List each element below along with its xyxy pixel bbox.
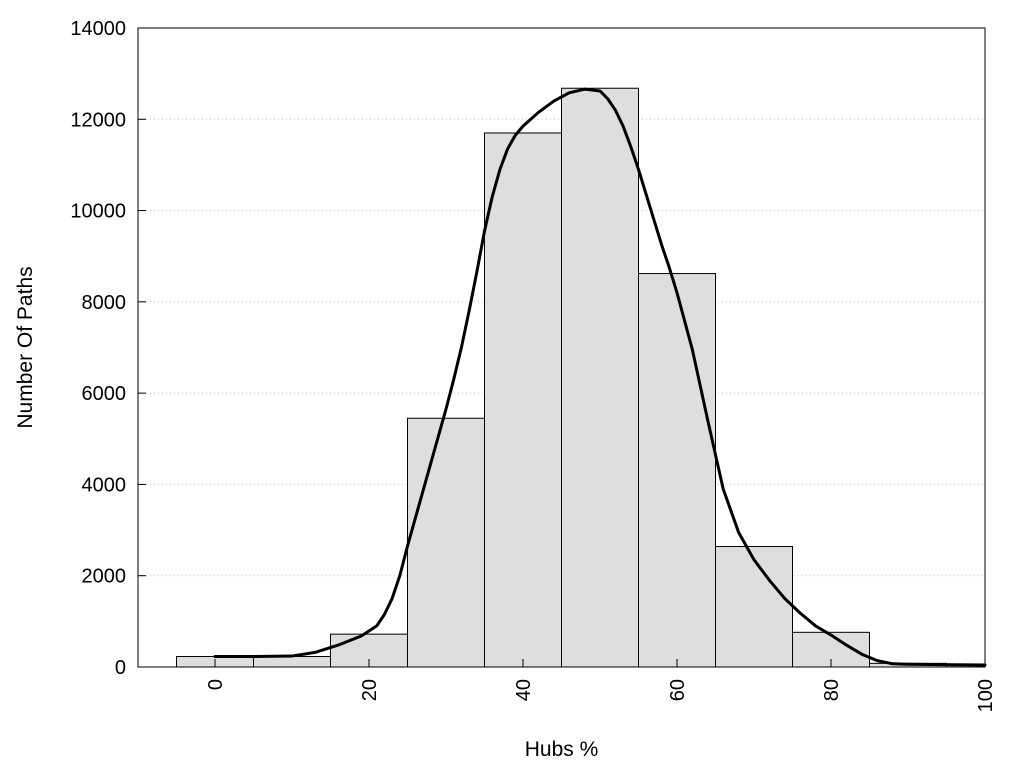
histogram-bar	[715, 546, 793, 668]
y-tick-label: 8000	[82, 292, 127, 314]
y-axis-title: Number Of Paths	[14, 266, 37, 428]
histogram-bars	[176, 87, 947, 668]
y-tick-label: 6000	[82, 383, 127, 405]
y-tick-label: 0	[115, 657, 126, 679]
plot-frame	[137, 27, 986, 668]
histogram-bar	[561, 87, 639, 668]
density-curve	[213, 87, 987, 667]
y-tick-label: 10000	[70, 201, 126, 223]
histogram-bar	[638, 273, 716, 668]
histogram-bar	[484, 132, 562, 668]
y-axis-ticks: 0 2000 4000 6000 8000 10000 12000 14000	[70, 18, 146, 679]
x-tick-label: 0	[205, 679, 227, 690]
histogram-bar	[407, 417, 485, 668]
x-tick-label: 80	[821, 679, 843, 701]
x-tick-label: 100	[975, 679, 997, 712]
x-tick-label: 60	[667, 679, 689, 701]
x-tick-label: 20	[359, 679, 381, 701]
x-tick-label: 40	[513, 679, 535, 701]
histogram-bar	[253, 656, 331, 668]
y-tick-label: 2000	[82, 566, 127, 588]
y-tick-label: 4000	[82, 474, 127, 496]
y-tick-label: 14000	[70, 18, 126, 40]
x-axis-ticks: 0 20 40 60 80 100	[205, 659, 997, 712]
y-tick-label: 12000	[70, 109, 126, 131]
x-axis-title: Hubs %	[525, 738, 599, 761]
